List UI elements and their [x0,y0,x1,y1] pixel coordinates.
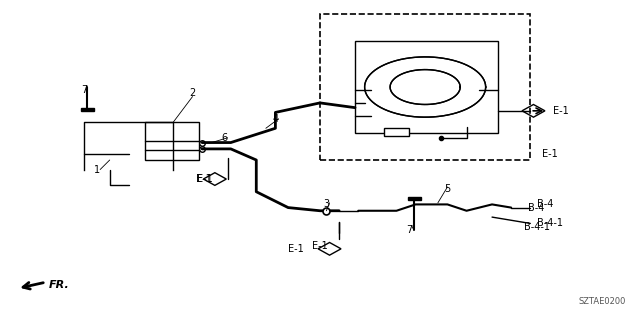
Text: B-4-1: B-4-1 [524,222,550,232]
Text: 4: 4 [273,114,278,124]
FancyBboxPatch shape [384,128,409,136]
Text: 2: 2 [189,88,196,98]
Text: E-1: E-1 [552,106,568,116]
Text: B-4-1: B-4-1 [537,219,563,228]
Text: 7: 7 [81,85,87,95]
Text: B-4: B-4 [537,199,553,209]
FancyBboxPatch shape [320,14,531,160]
Text: SZTAE0200: SZTAE0200 [579,297,626,306]
Text: B-4: B-4 [529,203,545,212]
Text: E-1: E-1 [312,241,328,251]
Text: E-1: E-1 [196,174,211,184]
Text: E-1: E-1 [288,244,304,254]
Text: FR.: FR. [49,280,70,290]
Text: E-1: E-1 [197,174,213,184]
Text: 6: 6 [221,133,227,143]
Text: 5: 5 [444,184,451,194]
FancyBboxPatch shape [408,197,420,200]
Text: 7: 7 [406,225,412,235]
Text: 1: 1 [94,164,100,174]
FancyBboxPatch shape [145,122,199,160]
Text: E-1: E-1 [541,149,557,159]
FancyBboxPatch shape [81,108,94,111]
FancyBboxPatch shape [355,41,499,133]
Text: 3: 3 [323,199,330,209]
